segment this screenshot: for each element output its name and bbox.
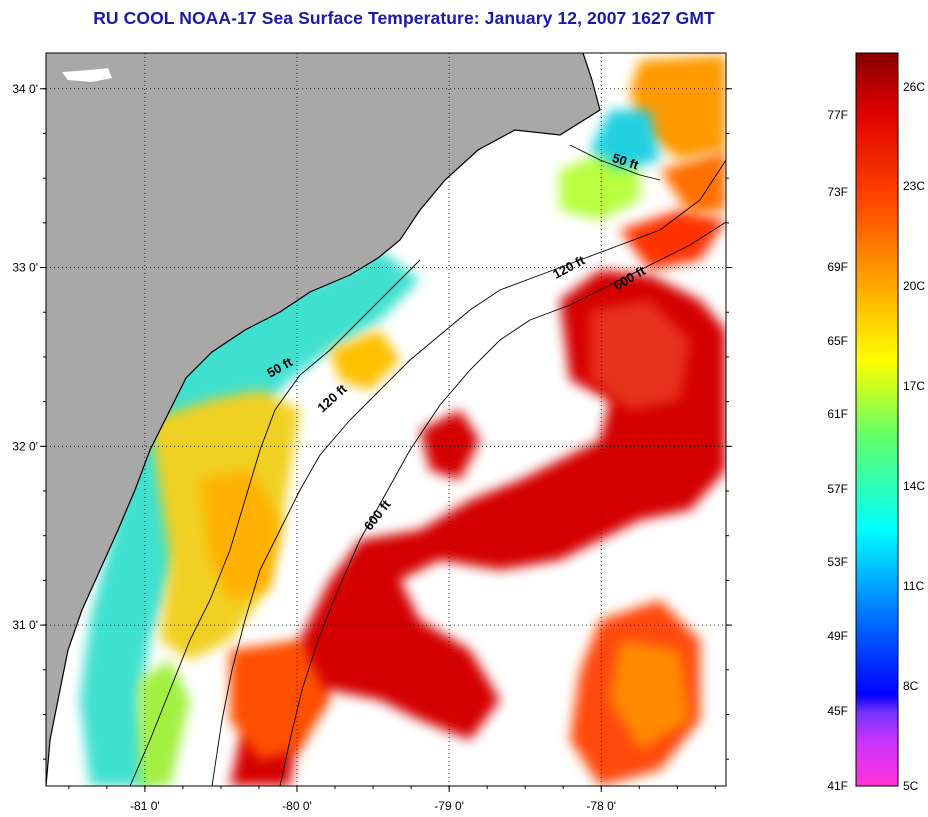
colorbar-c-label: 11C — [903, 579, 924, 593]
colorbar-c-label: 20C — [903, 279, 925, 293]
x-tick-label: -79 0' — [434, 799, 464, 813]
colorbar-f-label: 53F — [827, 555, 848, 569]
colorbar-f-label: 41F — [827, 779, 848, 793]
isobath-600ft — [279, 221, 726, 786]
x-tick-label: -78 0' — [586, 799, 616, 813]
sst-warm-regions — [230, 55, 726, 786]
colorbar-scale — [855, 52, 899, 787]
colorbar-c-label: 14C — [903, 479, 925, 493]
colorbar-f-label: 49F — [827, 629, 848, 643]
map-frame — [45, 52, 727, 787]
colorbar-f-label: 77F — [827, 108, 848, 122]
colorbar-f-label: 73F — [827, 185, 848, 199]
x-tick-label: -80 0' — [282, 799, 312, 813]
colorbar-c-label: 17C — [903, 379, 925, 393]
y-tick-label: 32 0' — [12, 439, 38, 453]
chart-title: RU COOL NOAA-17 Sea Surface Temperature:… — [93, 8, 715, 28]
colorbar-f-label: 57F — [827, 482, 848, 496]
colorbar-labels: 77F 73F 69F 65F 61F 57F 53F 49F 45F 41F 26C 23C 20C 1… — [827, 80, 925, 793]
colorbar-c-label: 8C — [903, 679, 919, 693]
y-tick-label: 31 0' — [12, 618, 38, 632]
y-tick-label: 34 0' — [12, 82, 38, 96]
land-mass — [46, 53, 600, 786]
colorbar-f-label: 61F — [827, 407, 848, 421]
y-tick-label: 33 0' — [12, 261, 38, 275]
colorbar-f-label: 65F — [827, 334, 848, 348]
map-axes: -81 0' -80 0' -79 0' -78 0' 34 0' 33 0' 32 0' 3… — [12, 82, 732, 813]
colorbar: 77F 73F 69F 65F 61F 57F 53F 49F 45F 41F 26C 23C 20C 1… — [827, 52, 925, 793]
isobath-120ft — [211, 159, 726, 786]
colorbar-f-label: 45F — [827, 704, 848, 718]
isobath-50ft — [129, 144, 661, 786]
x-tick-label: -81 0' — [130, 799, 160, 813]
coastline — [46, 53, 601, 786]
colorbar-c-label: 5C — [903, 779, 919, 793]
colorbar-f-label: 69F — [827, 260, 848, 274]
colorbar-c-label: 26C — [903, 80, 925, 94]
colorbar-c-label: 23C — [903, 179, 925, 193]
map-grid — [46, 53, 726, 786]
